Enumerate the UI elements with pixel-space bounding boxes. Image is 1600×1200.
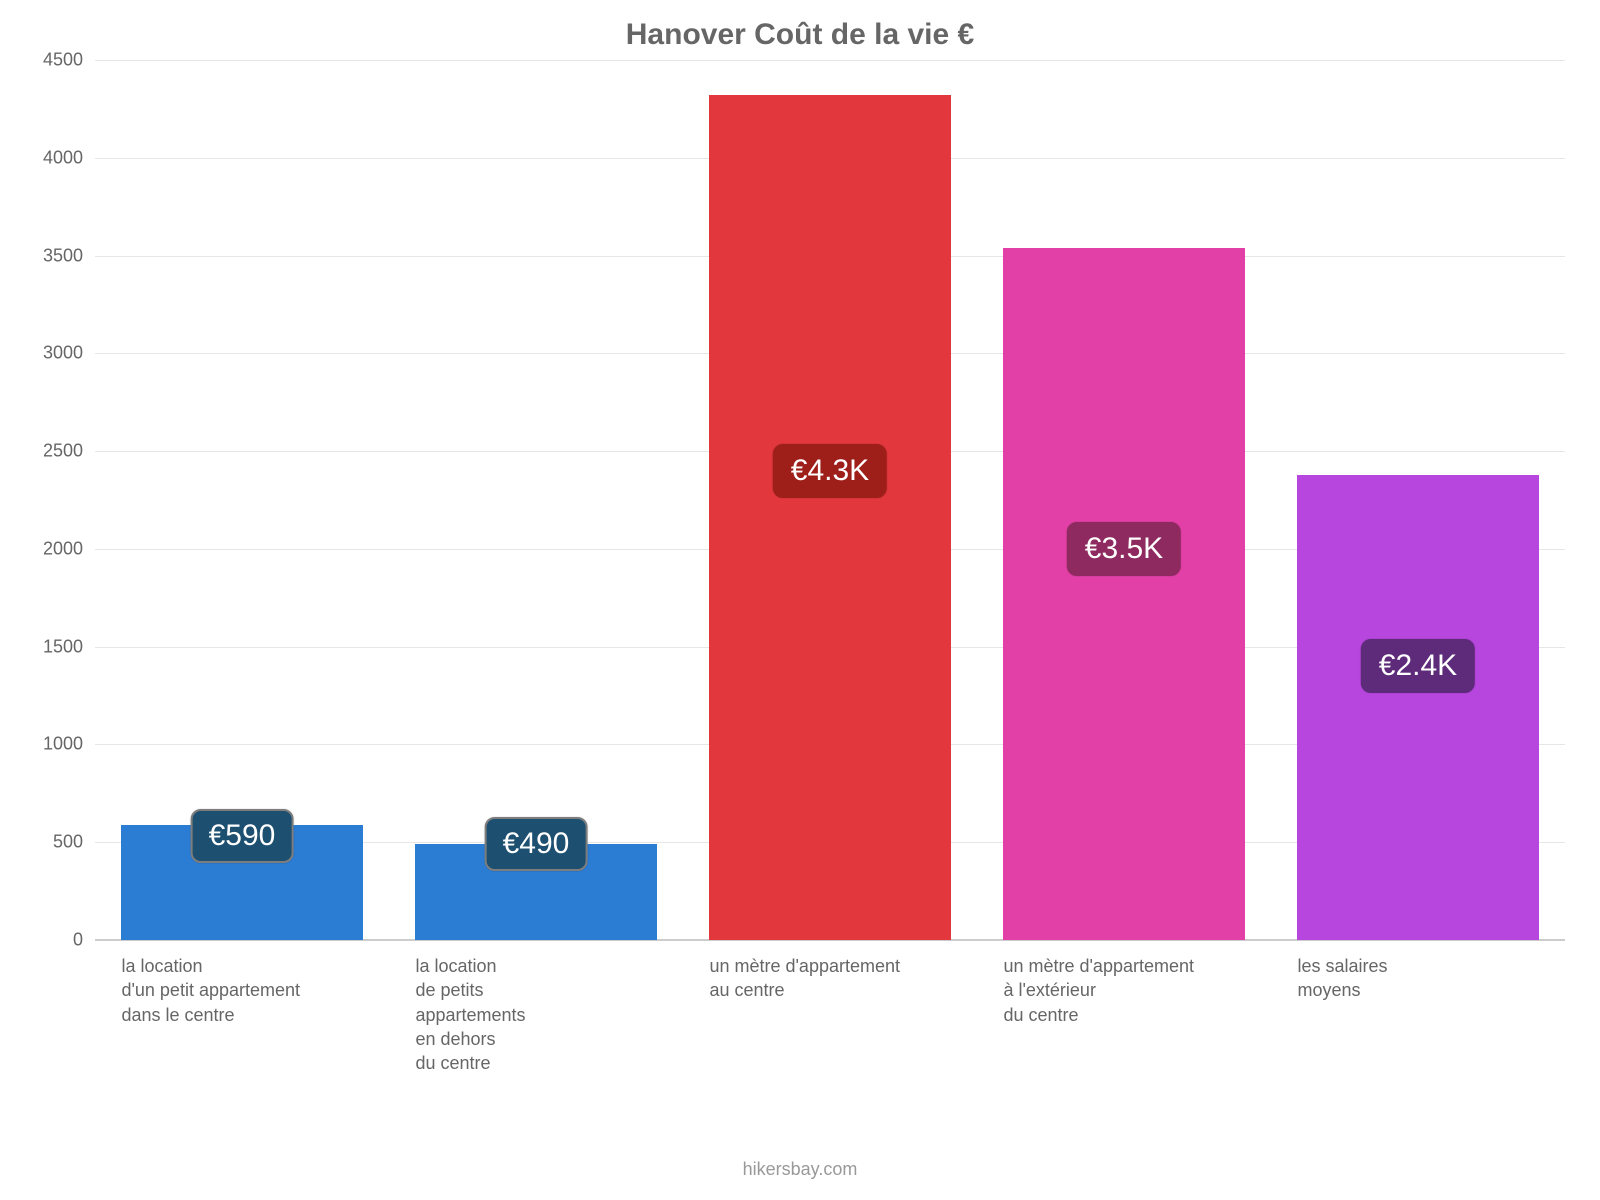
- bar: [1003, 248, 1244, 940]
- y-tick-label: 2000: [43, 538, 95, 559]
- y-tick-label: 0: [73, 930, 95, 951]
- y-tick-label: 4000: [43, 147, 95, 168]
- y-tick-label: 500: [53, 832, 95, 853]
- y-tick-label: 1500: [43, 636, 95, 657]
- value-badge: €3.5K: [1067, 522, 1181, 576]
- grid-line: [95, 60, 1565, 61]
- x-tick-label: les salaires moyens: [1297, 940, 1578, 1003]
- value-badge: €590: [191, 809, 294, 863]
- x-tick-label: la location d'un petit appartement dans …: [121, 940, 402, 1027]
- value-badge: €2.4K: [1361, 639, 1475, 693]
- chart-title: Hanover Coût de la vie €: [0, 18, 1600, 52]
- y-tick-label: 1000: [43, 734, 95, 755]
- value-badge: €4.3K: [773, 444, 887, 498]
- value-badge: €490: [485, 817, 588, 871]
- x-tick-label: un mètre d'appartement au centre: [709, 940, 990, 1003]
- y-tick-label: 3500: [43, 245, 95, 266]
- bar: [709, 95, 950, 940]
- y-tick-label: 4500: [43, 50, 95, 71]
- x-tick-label: un mètre d'appartement à l'extérieur du …: [1003, 940, 1284, 1027]
- y-tick-label: 3000: [43, 343, 95, 364]
- y-tick-label: 2500: [43, 441, 95, 462]
- chart-container: Hanover Coût de la vie € 050010001500200…: [0, 0, 1600, 1200]
- attribution-text: hikersbay.com: [0, 1159, 1600, 1180]
- x-tick-label: la location de petits appartements en de…: [415, 940, 696, 1075]
- bar: [1297, 475, 1538, 940]
- plot-area: 050010001500200025003000350040004500€590…: [95, 60, 1565, 940]
